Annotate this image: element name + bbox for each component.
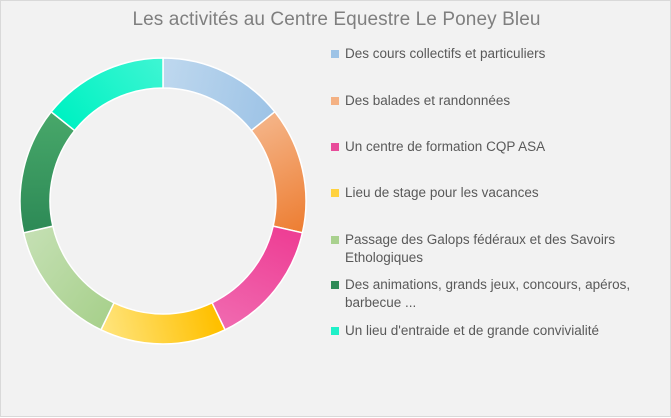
legend-item: Des balades et randonnées: [331, 92, 651, 110]
legend-label: Un lieu d'entraide et de grande convivia…: [345, 323, 599, 338]
donut-slice: [162, 57, 276, 132]
donut-slice: [19, 110, 76, 234]
legend-label: Des cours collectifs et particuliers: [345, 46, 546, 61]
donut-slice: [99, 301, 227, 345]
legend-item: Passage des Galops fédéraux et des Savoi…: [331, 231, 651, 267]
legend-label: Un centre de formation CQP ASA: [345, 139, 546, 154]
donut-slice: [211, 225, 304, 331]
donut-slice: [50, 57, 164, 132]
legend-item: Un lieu d'entraide et de grande convivia…: [331, 322, 651, 340]
legend-label: Des animations, grands jeux, concours, a…: [345, 277, 631, 310]
legend-item: Lieu de stage pour les vacances: [331, 184, 651, 202]
legend-swatch: [331, 281, 339, 289]
donut-slice: [22, 225, 115, 331]
legend-swatch: [331, 97, 339, 105]
legend-item: Des animations, grands jeux, concours, a…: [331, 276, 651, 312]
legend-label: Lieu de stage pour les vacances: [345, 185, 539, 200]
donut-slice: [250, 110, 307, 234]
legend-swatch: [331, 189, 339, 197]
legend-item: Un centre de formation CQP ASA: [331, 138, 651, 156]
chart-title: Les activités au Centre Equestre Le Pone…: [132, 9, 541, 30]
legend-swatch: [331, 327, 339, 335]
legend-label: Passage des Galops fédéraux et des Savoi…: [345, 232, 616, 265]
legend-swatch: [331, 236, 339, 244]
legend-swatch: [331, 143, 339, 151]
legend-label: Des balades et randonnées: [345, 93, 511, 108]
legend-swatch: [331, 50, 339, 58]
legend-item: Des cours collectifs et particuliers: [331, 45, 651, 63]
